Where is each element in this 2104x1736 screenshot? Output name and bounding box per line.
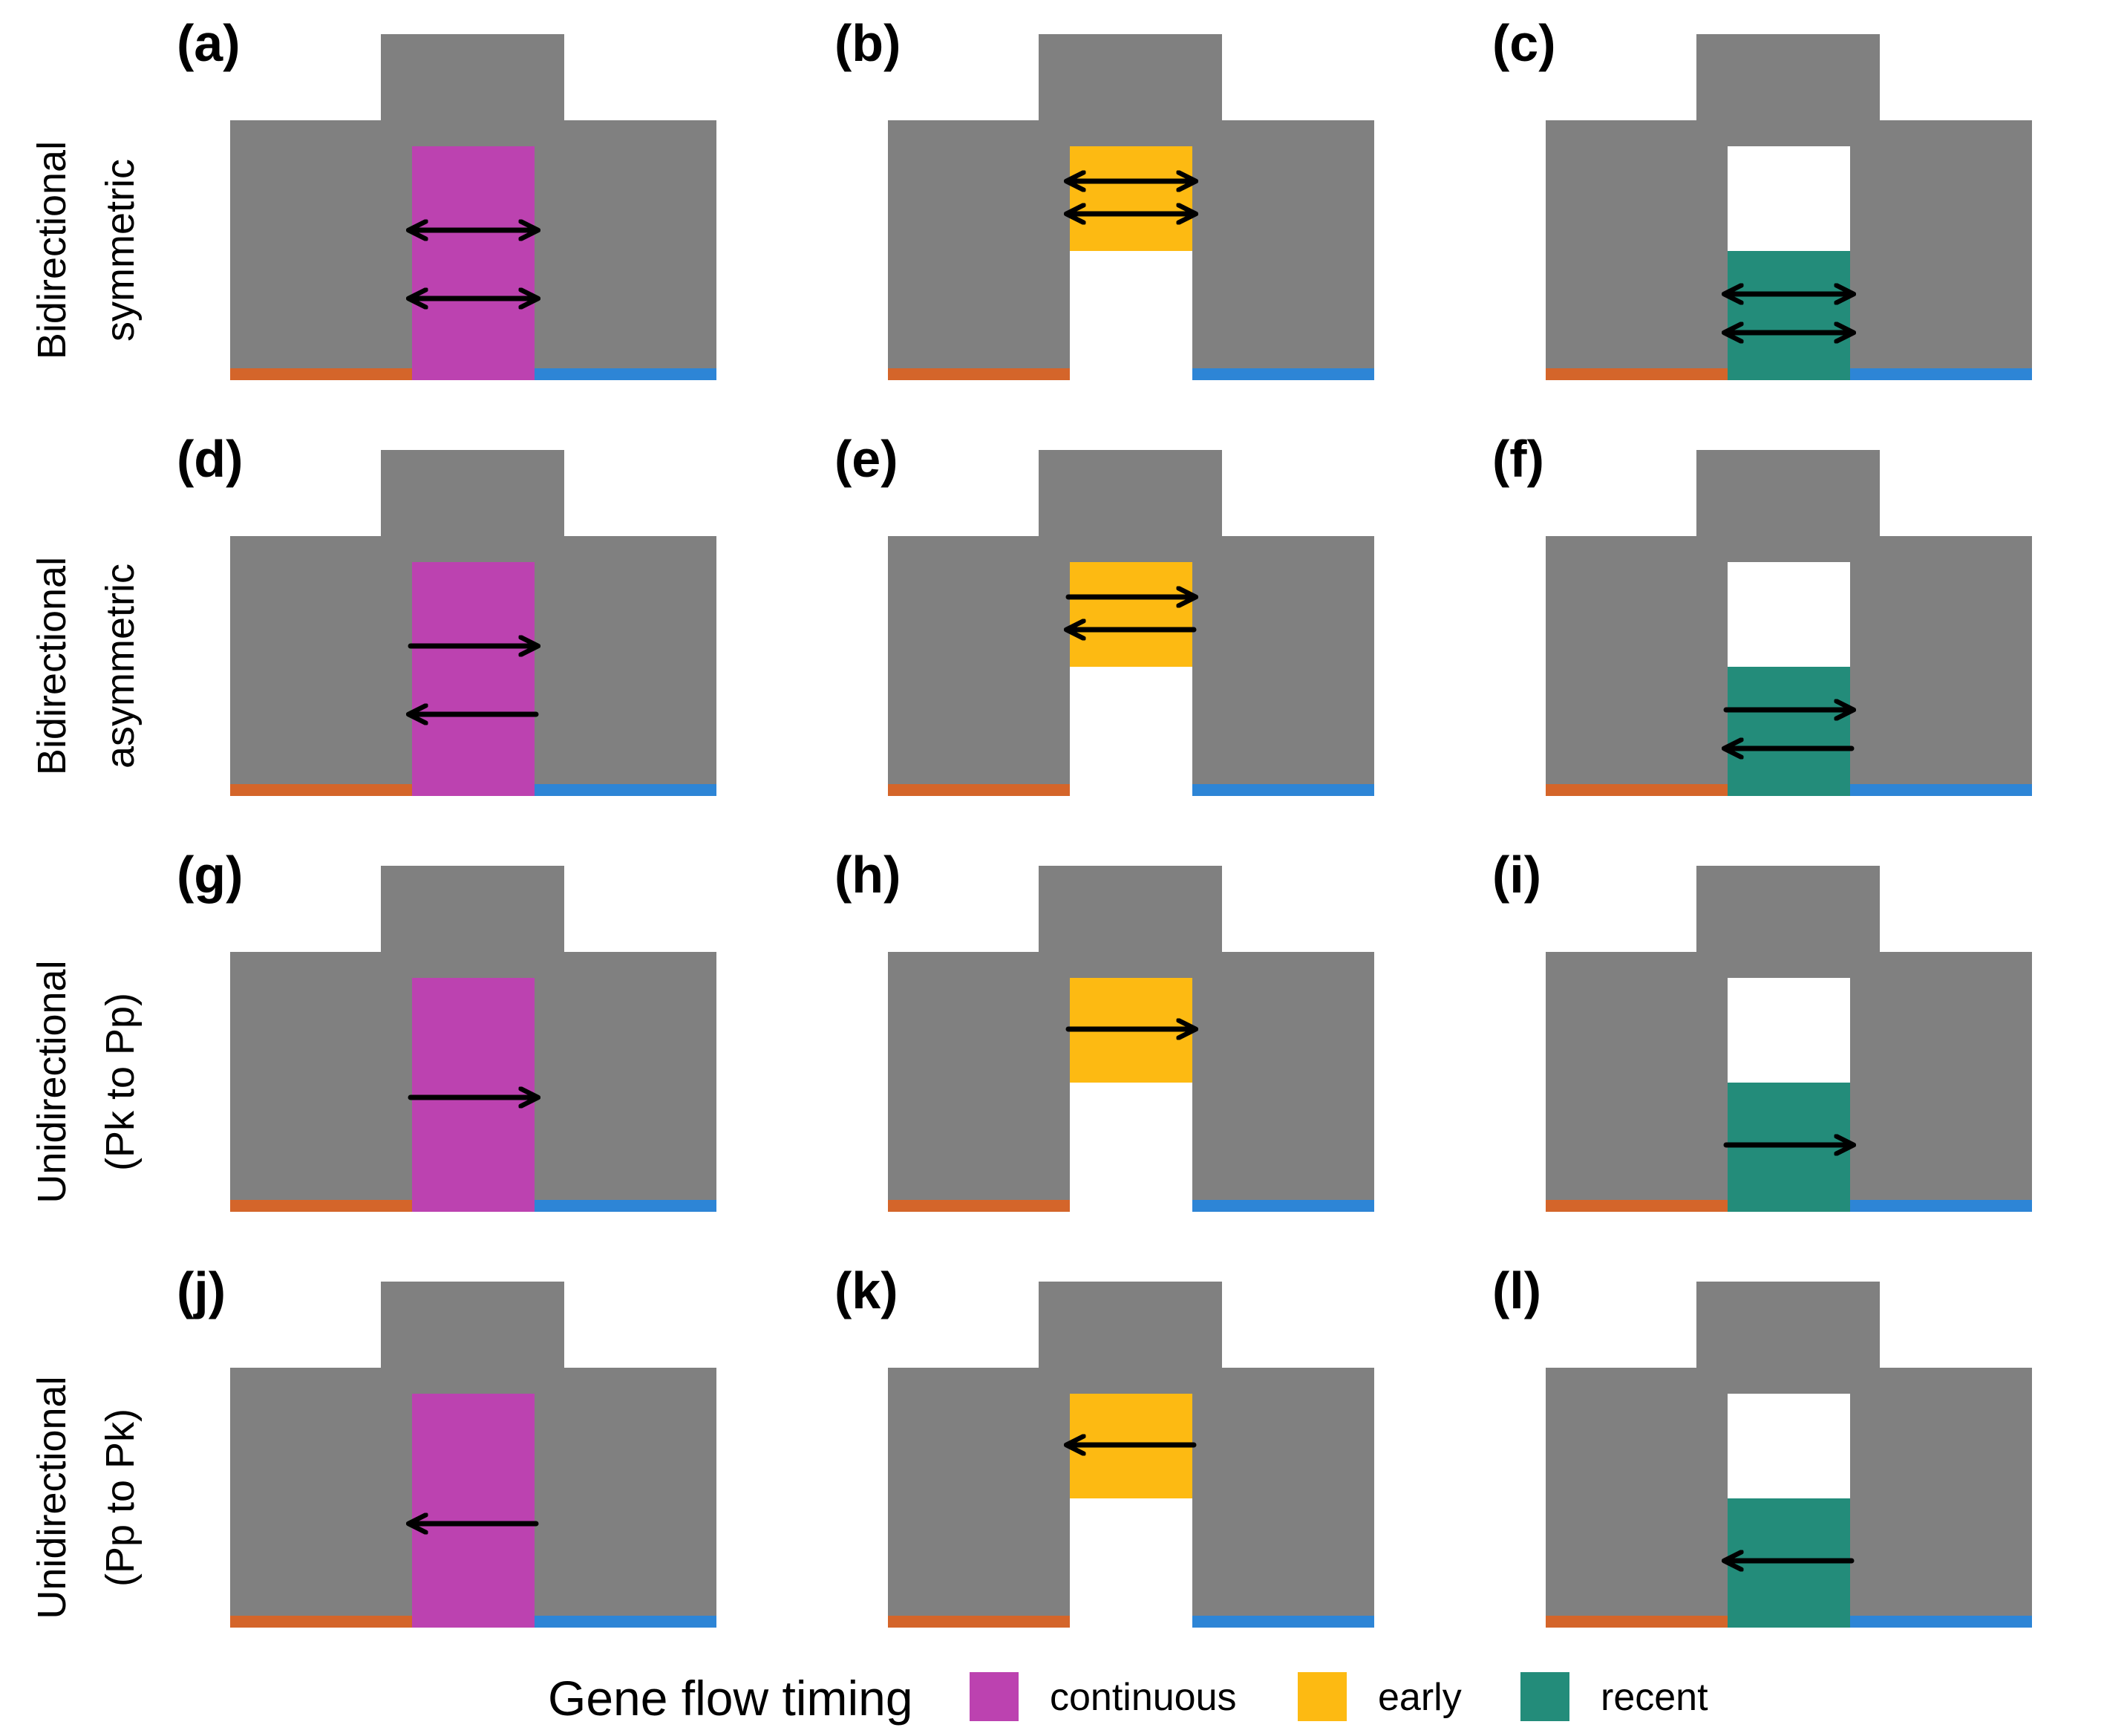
row-label-line2: asymmetric [98,564,143,769]
population-pp-base [1192,784,1374,796]
panel-c: (c) [1492,14,2032,380]
panel-label: (d) [177,430,243,488]
legend-title: Gene flow timing [548,1671,913,1726]
population-pp-base [1192,1200,1374,1212]
ancestral-population [1039,450,1222,538]
ancestral-population [381,866,564,953]
panel-label: (h) [834,846,901,904]
population-pp-base [1850,368,2032,380]
population-pk-base [1546,368,1728,380]
panel-h: (h) [834,846,1374,1212]
panels: (a) (b) (c) (d) (e) (f) (g) (h) (i) (j) (k) (l) [177,14,2032,1628]
panel-e: (e) [834,430,1374,796]
panel-label: (j) [177,1262,226,1319]
row-label-2: Bidirectional asymmetric [30,557,143,775]
row-labels: Bidirectional symmetric Bidirectional asymm… [30,141,143,1619]
legend-swatch-continuous [970,1672,1019,1721]
population-pk-base [888,1616,1070,1628]
gene-flow-window-recent [1728,251,1850,380]
population-pk-base [230,784,412,796]
row-label-1: Bidirectional symmetric [30,141,143,359]
row-label-line1: Bidirectional [30,557,74,775]
gene-flow-window-continuous [412,146,535,380]
panel-label: (i) [1492,846,1541,904]
population-pp-base [1850,1616,2032,1628]
row-label-line1: Unidirectional [30,1376,74,1619]
panel-label: (l) [1492,1262,1541,1319]
row-label-4: Unidirectional (Pp to Pk) [30,1376,143,1619]
legend-label-early: early [1378,1676,1462,1719]
ancestral-population [1696,450,1880,538]
ancestral-population [1039,1282,1222,1369]
population-pp-base [1192,1616,1374,1628]
legend-label-continuous: continuous [1050,1676,1237,1719]
gene-flow-window-continuous [412,1394,535,1628]
panel-a: (a) [177,14,716,380]
panel-label: (e) [834,430,898,488]
ancestral-population [1039,866,1222,953]
population-pp-base [535,1616,716,1628]
population-pk-base [888,784,1070,796]
row-label-line1: Unidirectional [30,960,74,1203]
panel-f: (f) [1492,430,2032,796]
row-label-line2: (Pp to Pk) [98,1409,143,1587]
ancestral-population [1696,34,1880,122]
gene-flow-window-early [1070,562,1192,667]
gene-flow-window-continuous [412,562,535,796]
legend: Gene flow timing continuous early recent [548,1671,1708,1726]
row-label-line2: symmetric [98,159,143,342]
panel-i: (i) [1492,846,2032,1212]
ancestral-population [1696,866,1880,953]
panel-label: (f) [1492,430,1544,488]
panel-b: (b) [834,14,1374,380]
population-pk-base [1546,784,1728,796]
panel-label: (b) [834,14,901,72]
panel-j: (j) [177,1262,716,1628]
ancestral-population [381,450,564,538]
population-pk-base [230,368,412,380]
panel-label: (a) [177,14,241,72]
legend-label-recent: recent [1601,1676,1708,1719]
population-pp-base [1192,368,1374,380]
ancestral-population [1039,34,1222,122]
population-pp-base [535,368,716,380]
population-pp-base [535,1200,716,1212]
ancestral-population [381,34,564,122]
ancestral-population [381,1282,564,1369]
gene-flow-window-recent [1728,667,1850,796]
population-pp-base [535,784,716,796]
panel-label: (k) [834,1262,898,1319]
panel-l: (l) [1492,1262,2032,1628]
panel-d: (d) [177,430,716,796]
row-label-line1: Bidirectional [30,141,74,359]
population-pp-base [1850,1200,2032,1212]
gene-flow-window-early [1070,146,1192,251]
population-pp-base [1850,784,2032,796]
population-pk-base [230,1200,412,1212]
panel-label: (c) [1492,14,1556,72]
population-pk-base [1546,1200,1728,1212]
row-label-line2: (Pk to Pp) [98,993,143,1171]
legend-swatch-recent [1520,1672,1569,1721]
population-pk-base [888,368,1070,380]
population-pk-base [1546,1616,1728,1628]
population-pk-base [888,1200,1070,1212]
panel-k: (k) [834,1262,1374,1628]
panel-label: (g) [177,846,243,904]
ancestral-population [1696,1282,1880,1369]
panel-g: (g) [177,846,716,1212]
legend-swatch-early [1298,1672,1347,1721]
row-label-3: Unidirectional (Pk to Pp) [30,960,143,1203]
population-pk-base [230,1616,412,1628]
